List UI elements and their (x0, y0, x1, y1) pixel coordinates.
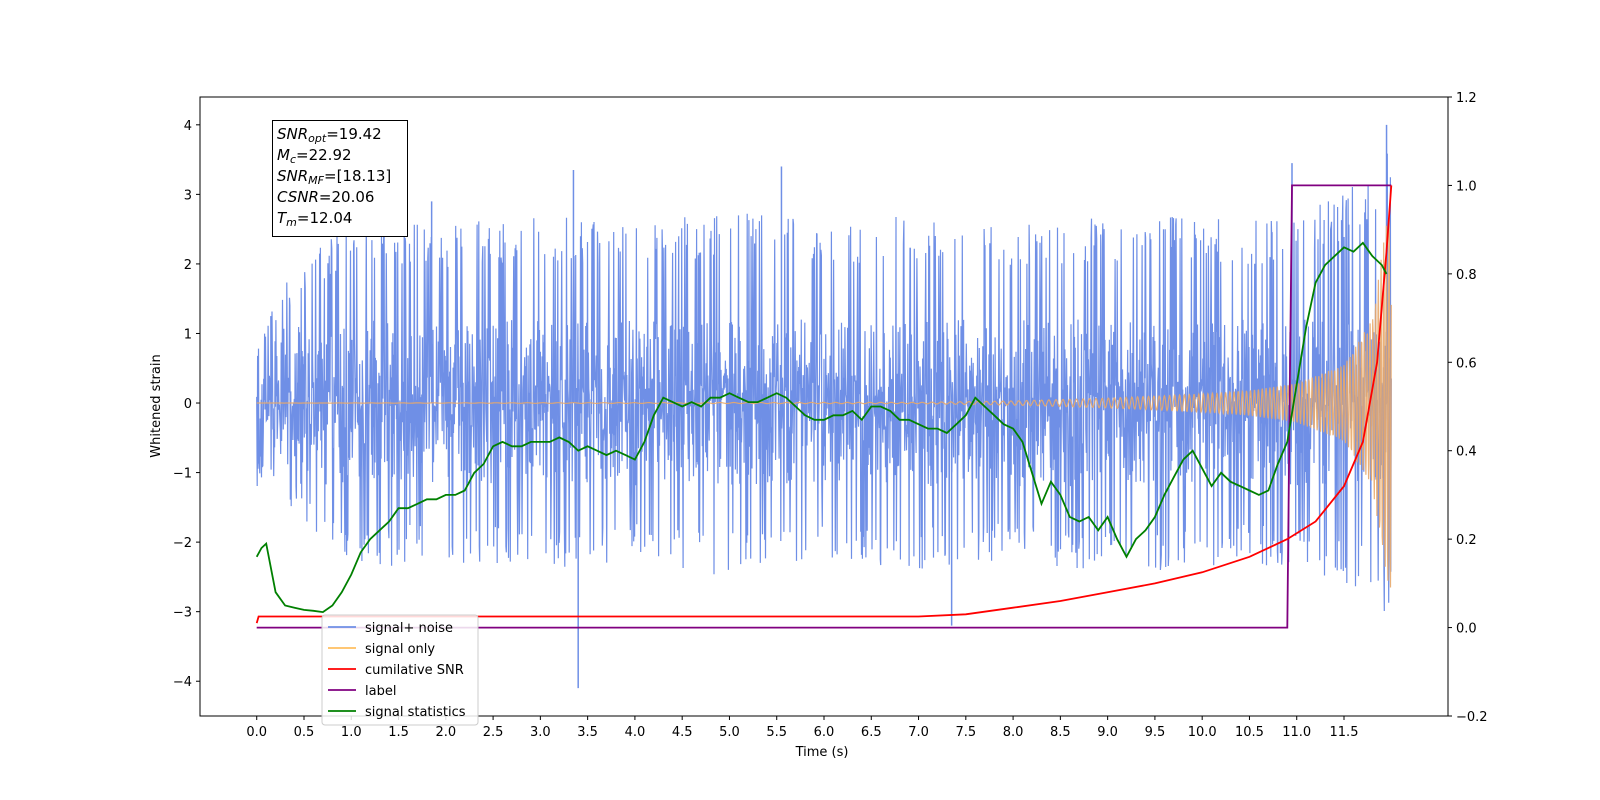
x-tick-label: 0.5 (294, 725, 315, 740)
y-left-tick-label: 4 (184, 119, 192, 134)
x-tick-label: 8.5 (1050, 725, 1071, 740)
x-tick-label: 9.5 (1145, 725, 1166, 740)
x-tick-label: 1.0 (341, 725, 362, 740)
stats-mc: Mc=22.92 (277, 146, 352, 166)
x-tick-label: 2.5 (483, 725, 504, 740)
x-tick-label: 4.5 (672, 725, 693, 740)
y-right-tick-label: −0.2 (1456, 710, 1488, 725)
x-tick-label: 6.0 (814, 725, 835, 740)
series-cumulative-snr (255, 185, 1393, 624)
y-left-tick-label: −2 (173, 536, 192, 551)
y-right-tick-label: 1.0 (1456, 179, 1477, 194)
y-left-tick-label: 0 (184, 397, 192, 412)
y-left-tick-label: −1 (173, 467, 192, 482)
x-tick-label: 5.0 (719, 725, 740, 740)
stats-box: SNRopt=19.42 Mc=22.92 SNRMF=[18.13] CSNR… (272, 120, 408, 237)
y-axis-left: −4 −3 −2 −1 0 1 2 3 4 (173, 119, 200, 690)
x-tick-label: 0.0 (246, 725, 267, 740)
x-tick-label: 7.0 (908, 725, 929, 740)
plot-area (255, 124, 1393, 689)
series-signal-only (256, 217, 1392, 588)
y-left-tick-label: 1 (184, 327, 192, 342)
stats-csnr: CSNR=20.06 (277, 188, 375, 206)
y-right-tick-label: 1.2 (1456, 91, 1477, 106)
y-right-tick-label: 0.4 (1456, 445, 1477, 460)
x-tick-label: 6.5 (861, 725, 882, 740)
series-signal-statistics (255, 241, 1388, 614)
legend-entry: label (365, 684, 396, 699)
y-left-tick-label: 2 (184, 258, 192, 273)
x-tick-label: 1.5 (388, 725, 409, 740)
y-right-tick-label: 0.8 (1456, 268, 1477, 283)
legend-entry: signal+ noise (365, 621, 453, 636)
x-tick-label: 3.5 (577, 725, 598, 740)
series-signal-noise (256, 153, 1392, 612)
x-axis-label: Time (s) (795, 745, 849, 760)
stats-tm: Tm=12.04 (277, 209, 353, 229)
stats-snr-opt: SNRopt=19.42 (277, 125, 382, 145)
legend-box (321, 614, 479, 726)
x-tick-label: 2.0 (435, 725, 456, 740)
x-tick-label: 11.5 (1330, 725, 1359, 740)
x-tick-label: 4.0 (625, 725, 646, 740)
x-tick-label: 10.5 (1235, 725, 1264, 740)
x-tick-label: 9.0 (1097, 725, 1118, 740)
legend-entry: cumilative SNR (365, 663, 464, 678)
x-tick-label: 11.0 (1282, 725, 1311, 740)
legend-entry: signal statistics (365, 705, 466, 720)
series-label (256, 184, 1392, 629)
legend: signal+ noise signal only cumilative SNR la… (321, 614, 479, 726)
y-right-tick-label: 0.0 (1456, 622, 1477, 637)
stats-snr-mf: SNRMF=[18.13] (277, 167, 392, 187)
legend-entry: signal only (365, 642, 435, 657)
x-tick-label: 7.5 (955, 725, 976, 740)
x-axis: 0.0 0.5 1.0 1.5 2.0 2.5 3.0 3.5 4.0 4.5 5.0 5.5 6.0 6… (246, 716, 1358, 740)
x-tick-label: 3.0 (530, 725, 551, 740)
y-axis-right: −0.2 0.0 0.2 0.4 0.6 0.8 1.0 1.2 (1448, 91, 1488, 725)
y-right-tick-label: 0.2 (1456, 533, 1477, 548)
y-left-tick-label: −3 (173, 606, 192, 621)
y-left-tick-label: 3 (184, 188, 192, 203)
y-right-tick-label: 0.6 (1456, 356, 1477, 371)
x-tick-label: 5.5 (766, 725, 787, 740)
x-tick-label: 8.0 (1003, 725, 1024, 740)
y-left-tick-label: −4 (173, 675, 192, 690)
y-axis-label-left: Whitened strain (149, 354, 164, 457)
x-tick-label: 10.0 (1188, 725, 1217, 740)
